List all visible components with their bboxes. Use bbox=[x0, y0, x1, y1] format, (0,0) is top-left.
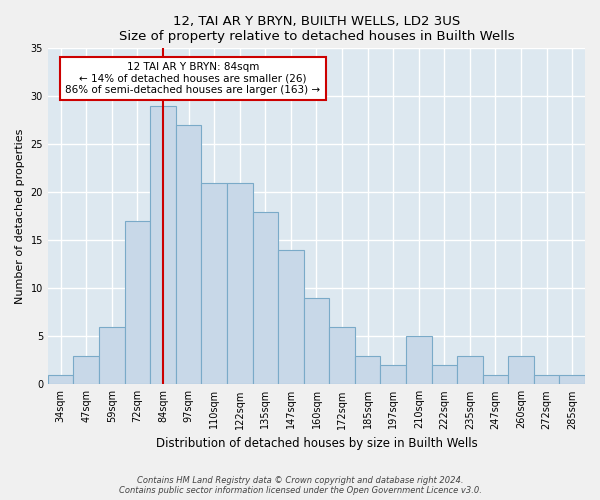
Bar bbox=[125, 221, 150, 384]
Bar bbox=[355, 356, 380, 384]
Text: 12 TAI AR Y BRYN: 84sqm
← 14% of detached houses are smaller (26)
86% of semi-de: 12 TAI AR Y BRYN: 84sqm ← 14% of detache… bbox=[65, 62, 320, 95]
Title: 12, TAI AR Y BRYN, BUILTH WELLS, LD2 3US
Size of property relative to detached h: 12, TAI AR Y BRYN, BUILTH WELLS, LD2 3US… bbox=[119, 15, 514, 43]
Text: Contains HM Land Registry data © Crown copyright and database right 2024.
Contai: Contains HM Land Registry data © Crown c… bbox=[119, 476, 481, 495]
Bar bbox=[202, 182, 227, 384]
Bar bbox=[150, 106, 176, 384]
Bar bbox=[329, 326, 355, 384]
Bar bbox=[431, 365, 457, 384]
Bar bbox=[508, 356, 534, 384]
Y-axis label: Number of detached properties: Number of detached properties bbox=[15, 128, 25, 304]
Bar bbox=[73, 356, 99, 384]
Bar bbox=[253, 212, 278, 384]
Bar bbox=[534, 374, 559, 384]
Bar bbox=[278, 250, 304, 384]
Bar bbox=[482, 374, 508, 384]
Bar bbox=[304, 298, 329, 384]
Bar bbox=[227, 182, 253, 384]
Bar bbox=[406, 336, 431, 384]
Bar bbox=[380, 365, 406, 384]
Bar bbox=[176, 125, 202, 384]
X-axis label: Distribution of detached houses by size in Builth Wells: Distribution of detached houses by size … bbox=[155, 437, 478, 450]
Bar bbox=[457, 356, 482, 384]
Bar bbox=[559, 374, 585, 384]
Bar bbox=[99, 326, 125, 384]
Bar bbox=[48, 374, 73, 384]
